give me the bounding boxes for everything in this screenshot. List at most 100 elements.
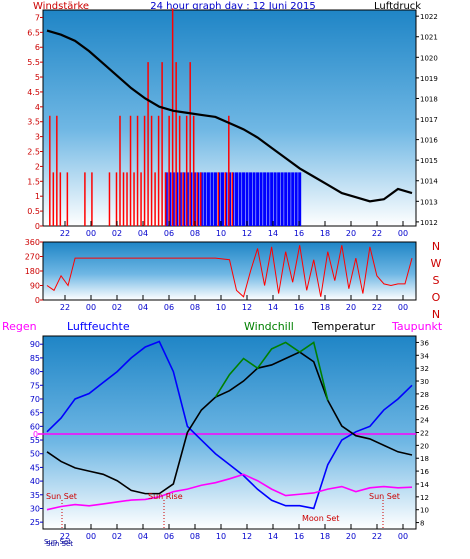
- top-chart-title: 24 hour graph day : 12 Juni 2015: [150, 1, 316, 12]
- legend-taupunkt: Taupunkt: [391, 320, 443, 333]
- annotation-sun-set-1: Sun Set: [46, 492, 77, 501]
- x-tick-label: 20: [346, 229, 356, 238]
- compass-label: S: [433, 274, 440, 287]
- temp-y-tick-label: 12: [420, 494, 429, 502]
- x-tick-label: 12: [242, 229, 252, 238]
- temp-humidity-plot-area: [42, 335, 417, 530]
- regen-zero-label: 0: [33, 430, 38, 439]
- x-tick-label: 06: [164, 303, 174, 312]
- temp-y-tick-label: 24: [420, 417, 429, 425]
- right-y-tick-label: 1018: [420, 95, 438, 103]
- x-tick-label: 16: [294, 303, 304, 312]
- x-tick-label: 18: [320, 303, 330, 312]
- x-tick-label: 22: [372, 303, 382, 312]
- dir-y-tick-label: 360: [25, 238, 40, 247]
- humidity-y-tick-label: 55: [30, 436, 40, 445]
- left-y-tick-label: 5.5: [27, 58, 40, 67]
- left-y-tick-label: 4: [35, 103, 40, 112]
- x-tick-label: 22: [60, 303, 70, 312]
- left-y-tick-label: 4.5: [27, 88, 40, 97]
- x-tick-label: 04: [138, 303, 148, 312]
- x-tick-label: 02: [112, 532, 122, 541]
- dir-y-tick-label: 180: [25, 267, 40, 276]
- humidity-y-tick-label: 40: [30, 477, 40, 486]
- left-y-tick-label: 6.5: [27, 28, 40, 37]
- annotation-moon-set: Moon Set: [302, 514, 339, 523]
- x-tick-label: 22: [60, 532, 70, 541]
- temp-y-tick-label: 34: [420, 352, 429, 360]
- humidity-y-tick-label: 30: [30, 504, 40, 513]
- annotation-sun-set-4: Sun Set: [46, 540, 73, 548]
- x-tick-label: 20: [346, 303, 356, 312]
- x-tick-label: 06: [164, 229, 174, 238]
- x-tick-label: 22: [372, 229, 382, 238]
- dir-y-tick-label: 270: [25, 253, 40, 262]
- right-y-tick-label: 1012: [420, 219, 438, 227]
- humidity-y-tick-label: 50: [30, 450, 40, 459]
- temp-y-tick-label: 16: [420, 468, 429, 476]
- x-tick-label: 04: [138, 229, 148, 238]
- right-axis-title-luftdruck: Luftdruck: [374, 1, 421, 12]
- x-tick-label: 12: [242, 532, 252, 541]
- x-tick-label: 00: [398, 532, 408, 541]
- compass-label: N: [432, 240, 440, 253]
- humidity-y-tick-label: 65: [30, 409, 40, 418]
- right-y-tick-label: 1017: [420, 116, 438, 124]
- left-y-tick-label: 2.5: [27, 148, 40, 157]
- right-y-tick-label: 1016: [420, 137, 438, 145]
- x-tick-label: 08: [190, 532, 200, 541]
- x-tick-label: 14: [268, 532, 278, 541]
- x-tick-label: 08: [190, 229, 200, 238]
- x-tick-label: 22: [60, 229, 70, 238]
- x-tick-label: 00: [398, 229, 408, 238]
- annotation-sun-set-2: Sun Set: [369, 492, 400, 501]
- temp-y-tick-label: 28: [420, 391, 429, 399]
- compass-label: O: [432, 291, 441, 304]
- annotation-sun-set-3: Sun Set: [44, 538, 71, 546]
- pressure-line: [46, 29, 413, 203]
- right-y-tick-label: 1021: [420, 34, 438, 42]
- compass-label: W: [431, 257, 442, 270]
- right-y-tick-label: 1022: [420, 13, 438, 21]
- temp-y-tick-label: 14: [420, 481, 429, 489]
- temperatur-line: [46, 351, 413, 495]
- humidity-y-tick-label: 70: [30, 395, 40, 404]
- right-y-tick-label: 1019: [420, 75, 438, 83]
- right-y-tick-label: 1015: [420, 157, 438, 165]
- taupunkt-line: [46, 473, 413, 511]
- x-tick-label: 10: [216, 229, 226, 238]
- x-tick-label: 14: [268, 229, 278, 238]
- temp-y-tick-label: 36: [420, 339, 429, 347]
- temp-y-tick-label: 22: [420, 430, 429, 438]
- temp-y-tick-label: 10: [420, 507, 429, 515]
- left-y-tick-label: 1: [35, 192, 40, 201]
- temp-y-tick-label: 32: [420, 365, 429, 373]
- right-y-tick-label: 1013: [420, 198, 438, 206]
- humidity-y-tick-label: 80: [30, 368, 40, 377]
- legend-regen: Regen: [2, 320, 37, 333]
- left-y-tick-label: 7: [35, 13, 40, 22]
- annotation-sun-rise: Sun Rise: [148, 492, 183, 501]
- left-y-tick-label: 2: [35, 162, 40, 171]
- wind-direction-line: [46, 245, 413, 298]
- temp-humidity-plot: 25 30 35 40 45 50 55 60 65 70 75 80 85 90 8 10 12 14 16 18 2…: [30, 339, 430, 541]
- left-y-tick-label: 3: [35, 133, 40, 142]
- x-tick-label: 02: [112, 229, 122, 238]
- x-tick-label: 10: [216, 532, 226, 541]
- humidity-y-tick-label: 90: [30, 340, 40, 349]
- right-y-tick-label: 1020: [420, 54, 438, 62]
- humidity-y-tick-label: 35: [30, 491, 40, 500]
- x-tick-label: 00: [86, 303, 96, 312]
- right-y-tick-label: 1014: [420, 178, 438, 186]
- x-tick-label: 16: [294, 532, 304, 541]
- humidity-y-tick-label: 85: [30, 354, 40, 363]
- humidity-y-tick-label: 60: [30, 422, 40, 431]
- legend-luftfeuchte: Luftfeuchte: [67, 320, 130, 333]
- x-tick-label: 18: [320, 532, 330, 541]
- x-tick-label: 14: [268, 303, 278, 312]
- temp-y-tick-label: 18: [420, 455, 429, 463]
- x-tick-label: 20: [346, 532, 356, 541]
